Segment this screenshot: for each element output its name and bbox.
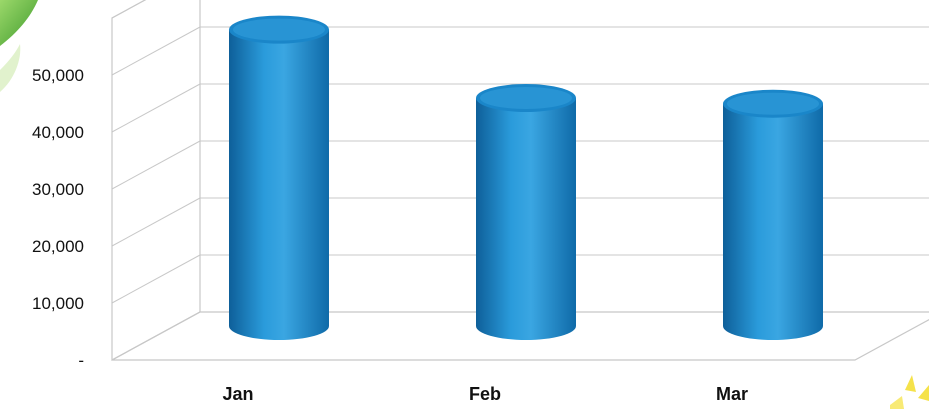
gridline-depth (112, 198, 200, 246)
bar (229, 16, 329, 340)
bars-layer (229, 16, 823, 340)
bar-top-highlight (727, 93, 819, 115)
gridline-depth (112, 0, 200, 18)
x-category-label: Jan (222, 384, 253, 404)
bar-body (476, 98, 576, 340)
gridline-depth (112, 27, 200, 75)
bar (476, 84, 576, 340)
bar (723, 90, 823, 340)
y-tick-label: 30,000 (32, 180, 84, 199)
side-wall (112, 0, 200, 360)
bar-top-highlight (480, 87, 572, 109)
x-category-label: Feb (469, 384, 501, 404)
y-tick-label: 20,000 (32, 237, 84, 256)
sun-burst-icon (890, 375, 929, 409)
gridline-depth (112, 255, 200, 303)
y-tick-label: 10,000 (32, 294, 84, 313)
bar-top-highlight (233, 19, 325, 41)
gridline-depth (112, 141, 200, 189)
y-tick-label: 40,000 (32, 123, 84, 142)
y-tick-label: 50,000 (32, 66, 84, 85)
bar-body (229, 30, 329, 340)
bar-body (723, 104, 823, 340)
gridline-depth (112, 312, 200, 360)
y-tick-label: - (78, 351, 84, 370)
gridline-depth (112, 84, 200, 132)
x-category-label: Mar (716, 384, 748, 404)
